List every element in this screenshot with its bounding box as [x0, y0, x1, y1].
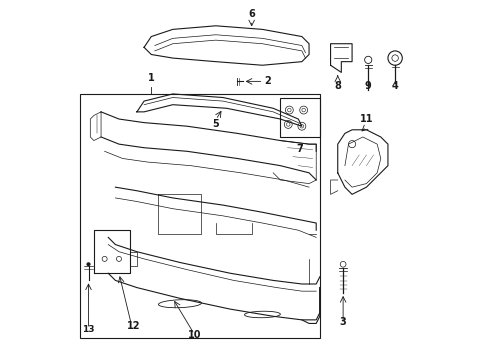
- Bar: [80, 94, 319, 338]
- Text: 3: 3: [339, 317, 346, 327]
- Text: 11: 11: [359, 114, 372, 125]
- Text: 7: 7: [296, 144, 303, 154]
- Text: 1: 1: [147, 73, 154, 83]
- Text: 5: 5: [212, 119, 219, 129]
- Text: 12: 12: [126, 321, 140, 330]
- Text: 4: 4: [391, 81, 398, 91]
- Text: 2: 2: [264, 76, 270, 86]
- Circle shape: [86, 262, 90, 266]
- Text: 13: 13: [82, 325, 95, 334]
- Text: 9: 9: [364, 81, 371, 91]
- Text: 8: 8: [334, 81, 341, 91]
- Bar: [280, 98, 319, 137]
- Text: 6: 6: [248, 9, 255, 19]
- Text: 10: 10: [187, 330, 201, 339]
